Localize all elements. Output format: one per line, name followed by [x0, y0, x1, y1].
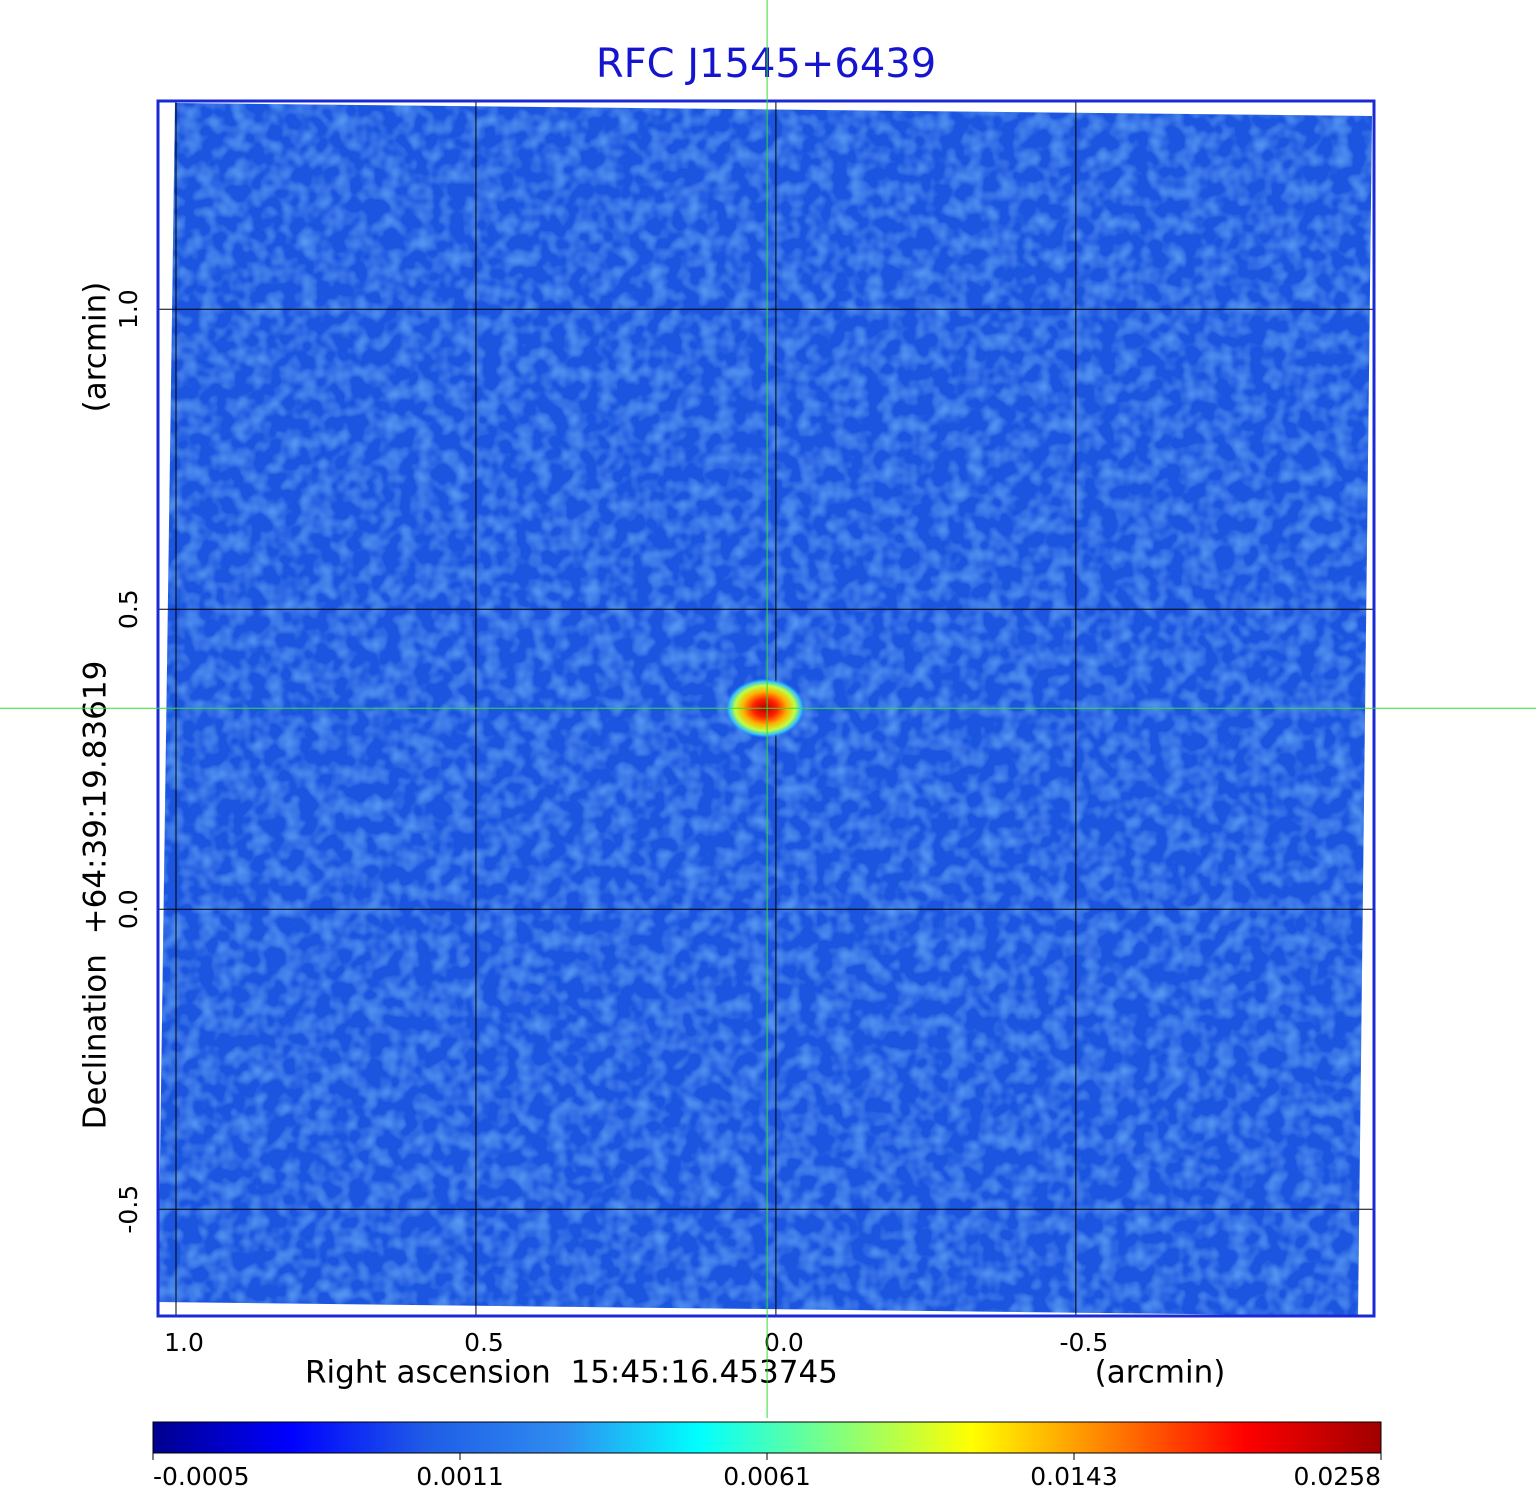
x-tick-label: 1.0: [164, 1328, 204, 1357]
x-tick-label: 0.0: [764, 1328, 804, 1357]
y-axis-label: Declination +64:39:19.83619: [78, 661, 114, 1130]
x-axis-label: Right ascension 15:45:16.453745: [305, 1355, 838, 1391]
colorbar-tick-label: -0.0005: [153, 1462, 250, 1491]
y-tick-label: 0.0: [114, 889, 143, 929]
x-axis-unit: (arcmin): [1095, 1355, 1226, 1391]
colorbar: [152, 1421, 1382, 1454]
colorbar-tick-label: 0.0061: [723, 1462, 810, 1491]
y-tick-label: 1.0: [114, 289, 143, 329]
y-tick-label: -0.5: [114, 1185, 143, 1234]
x-tick-label: 0.5: [464, 1328, 504, 1357]
colorbar-tick-label: 0.0011: [416, 1462, 503, 1491]
colorbar-tick-label: 0.0258: [1294, 1462, 1381, 1491]
y-tick-label: 0.5: [114, 589, 143, 629]
chart-title: RFC J1545+6439: [596, 41, 936, 87]
y-axis-unit: (arcmin): [78, 282, 114, 413]
x-tick-label: -0.5: [1059, 1328, 1108, 1357]
colorbar-tick-label: 0.0143: [1030, 1462, 1117, 1491]
